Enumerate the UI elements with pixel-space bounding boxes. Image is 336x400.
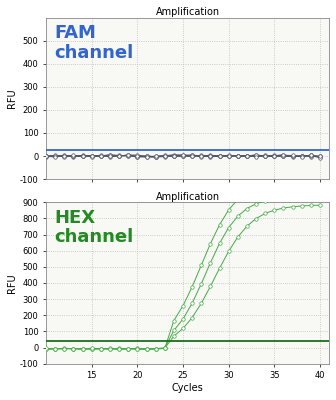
Y-axis label: RFU: RFU xyxy=(7,273,17,293)
Text: FAM
channel: FAM channel xyxy=(54,24,134,62)
Title: Amplification: Amplification xyxy=(156,7,220,17)
Text: HEX
channel: HEX channel xyxy=(54,209,134,246)
Title: Amplification: Amplification xyxy=(156,192,220,202)
Y-axis label: RFU: RFU xyxy=(7,88,17,108)
X-axis label: Cycles: Cycles xyxy=(172,383,204,393)
